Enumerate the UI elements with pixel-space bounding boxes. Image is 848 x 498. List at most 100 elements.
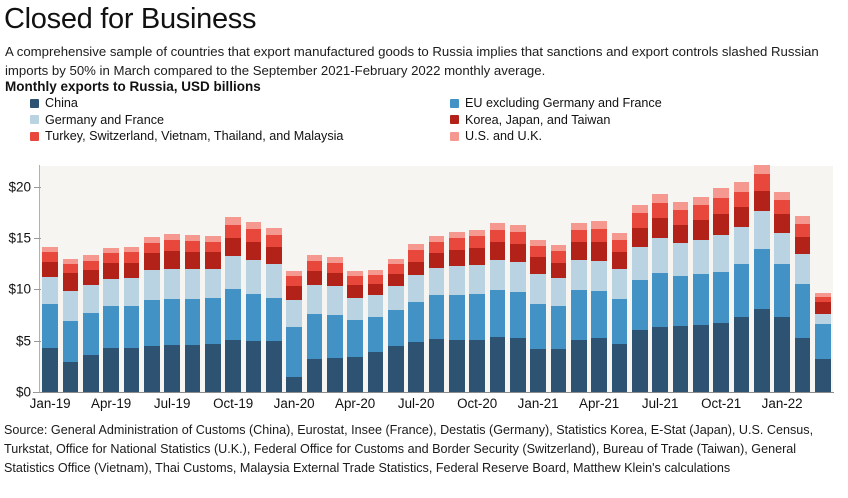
bar-segment (571, 222, 587, 230)
bar-segment (62, 362, 79, 392)
bar-segment (62, 258, 79, 264)
bar-column[interactable] (449, 231, 465, 392)
bar-column[interactable] (815, 293, 831, 392)
bar-column[interactable] (754, 165, 770, 392)
legend-item-label: Germany and France (45, 112, 164, 127)
bar-segment (530, 257, 546, 274)
y-axis-tick-label: $0 (15, 384, 31, 400)
bar-column[interactable] (286, 270, 302, 392)
bar-segment (225, 237, 241, 257)
bar-column[interactable] (611, 232, 628, 392)
bar-segment (327, 272, 343, 287)
bar-segment (489, 242, 506, 260)
bar-column[interactable] (62, 258, 79, 392)
bar-segment (184, 252, 201, 269)
bar-segment (510, 337, 526, 392)
bar-segment (815, 296, 831, 302)
legend-item[interactable]: EU excluding Germany and France (450, 96, 830, 110)
bar-column[interactable] (347, 270, 363, 392)
bar-segment (205, 252, 221, 269)
bar-column[interactable] (327, 257, 343, 392)
bar-column[interactable] (713, 187, 729, 392)
bar-segment (367, 295, 384, 318)
bar-segment (184, 241, 201, 253)
bar-column[interactable] (205, 235, 221, 392)
legend-item[interactable]: U.S. and U.K. (450, 129, 830, 143)
bar-column[interactable] (225, 217, 241, 392)
bar-column[interactable] (571, 222, 587, 392)
bar-segment (550, 305, 567, 349)
legend-item[interactable]: Korea, Japan, and Taiwan (450, 113, 830, 127)
bar-segment (388, 263, 404, 274)
bar-segment (245, 259, 262, 295)
bar-segment (632, 213, 648, 228)
legend-item[interactable]: Germany and France (30, 113, 450, 127)
y-axis-line (39, 165, 40, 392)
bar-segment (632, 280, 648, 331)
x-axis-labels: Jan-19 Apr-19 Jul-19 Oct-19 Jan-20 Apr-20 Jul-… (30, 396, 833, 416)
bar-segment (611, 232, 628, 241)
bar-segment (225, 339, 241, 392)
bar-column[interactable] (672, 202, 689, 392)
legend-item[interactable]: Turkey, Switzerland, Vietnam, Thailand, … (30, 129, 450, 143)
bar-column[interactable] (388, 258, 404, 392)
bar-column[interactable] (591, 220, 607, 392)
bar-column[interactable] (794, 216, 811, 392)
bar-column[interactable] (428, 235, 445, 392)
x-axis-tick-label: Oct-21 (701, 396, 742, 411)
bar-column[interactable] (123, 247, 140, 392)
bar-segment (815, 359, 831, 392)
bar-segment (103, 279, 119, 306)
bar-column[interactable] (774, 191, 790, 392)
bar-segment (103, 253, 119, 263)
bar-column[interactable] (550, 245, 567, 392)
bar-column[interactable] (164, 233, 180, 392)
bar-column[interactable] (693, 196, 709, 392)
legend-item-label: U.S. and U.K. (465, 129, 542, 144)
bar-segment (388, 286, 404, 310)
bar-column[interactable] (42, 247, 58, 392)
bar-column[interactable] (367, 269, 384, 392)
bar-column[interactable] (144, 236, 160, 392)
bar-segment (652, 327, 668, 392)
bar-column[interactable] (652, 193, 668, 392)
bar-segment (591, 337, 607, 392)
x-axis-tick-label: Apr-19 (91, 396, 132, 411)
bar-segment (754, 211, 770, 250)
bar-column[interactable] (83, 255, 99, 392)
bar-segment (408, 250, 424, 262)
bar-segment (693, 239, 709, 274)
bar-column[interactable] (184, 234, 201, 392)
bar-column[interactable] (510, 224, 526, 392)
bar-segment (164, 240, 180, 252)
bar-segment (713, 234, 729, 272)
bar-segment (733, 207, 750, 227)
bar-segment (774, 191, 790, 200)
bar-segment (713, 271, 729, 324)
bar-segment (469, 248, 485, 265)
bar-column[interactable] (632, 205, 648, 392)
bar-segment (367, 274, 384, 285)
bar-segment (510, 244, 526, 262)
bar-column[interactable] (266, 227, 282, 392)
bar-column[interactable] (408, 244, 424, 392)
y-axis-tick (34, 237, 41, 239)
bar-segment (164, 298, 180, 345)
bar-segment (306, 270, 323, 286)
bar-segment (266, 263, 282, 298)
bar-column[interactable] (306, 255, 323, 392)
bar-segment (245, 340, 262, 392)
bar-segment (774, 214, 790, 233)
bar-column[interactable] (530, 240, 546, 392)
bar-column[interactable] (733, 182, 750, 392)
bar-segment (347, 320, 363, 358)
bar-segment (286, 376, 302, 392)
bar-column[interactable] (469, 229, 485, 392)
bar-column[interactable] (489, 222, 506, 392)
y-axis-tick (34, 186, 41, 188)
bar-column[interactable] (103, 248, 119, 392)
bar-segment (367, 284, 384, 296)
bar-segment (489, 259, 506, 291)
bar-column[interactable] (245, 221, 262, 392)
legend-item[interactable]: China (30, 96, 450, 110)
